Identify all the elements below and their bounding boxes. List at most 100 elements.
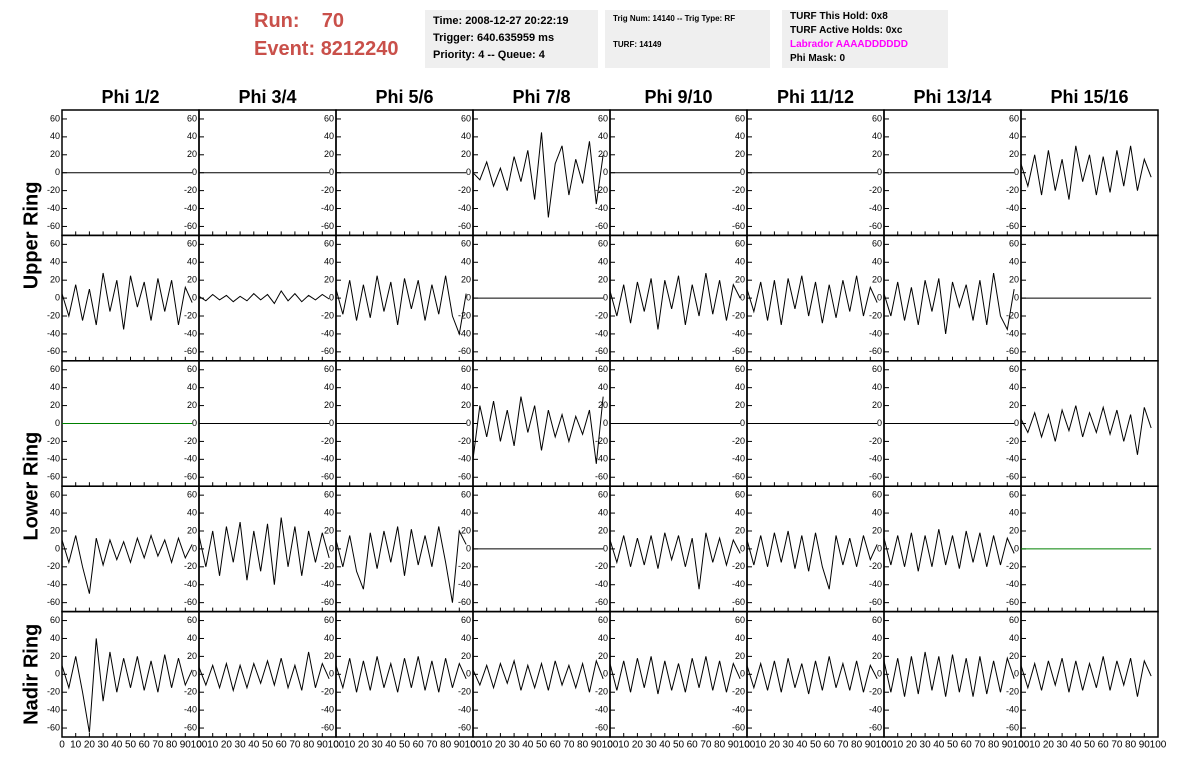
y-tick-label: -40	[869, 203, 882, 213]
y-tick-label: 60	[461, 239, 471, 249]
y-tick-label: -40	[595, 203, 608, 213]
y-tick-label: 20	[324, 149, 334, 159]
y-tick-label: -40	[732, 203, 745, 213]
y-tick-label: -40	[458, 328, 471, 338]
y-tick-label: 0	[192, 167, 197, 177]
waveform	[746, 275, 878, 326]
y-tick-label: -40	[184, 203, 197, 213]
y-tick-label: 60	[735, 239, 745, 249]
x-tick-label: 20	[632, 740, 644, 751]
y-tick-label: 20	[50, 400, 60, 410]
panel-frame	[746, 234, 885, 362]
y-tick-label: 60	[187, 615, 197, 625]
x-tick-label: 50	[673, 740, 685, 751]
y-tick-label: 0	[740, 167, 745, 177]
waveform	[746, 656, 878, 695]
x-tick-label: 90	[454, 740, 466, 751]
y-tick-label: 60	[461, 615, 471, 625]
y-tick-label: 0	[603, 167, 608, 177]
y-tick-label: 40	[461, 507, 471, 517]
x-tick-label: 0	[881, 740, 887, 751]
y-tick-label: -60	[184, 597, 197, 607]
run-value: 70	[321, 10, 345, 32]
y-tick-label: -20	[595, 436, 608, 446]
y-tick-label: -40	[458, 454, 471, 464]
time-box: Time: 2008-12-27 20:22:19 Trigger: 640.6…	[425, 10, 598, 68]
event-value: 8212240	[320, 38, 399, 60]
y-tick-label: 60	[324, 239, 334, 249]
trig-num: Trig Num: 14140 -- Trig Type: RF	[613, 14, 736, 23]
priority: Priority: 4 -- Queue: 4	[433, 49, 545, 61]
x-tick-label: 70	[700, 740, 712, 751]
y-tick-label: -60	[321, 472, 334, 482]
y-tick-label: -60	[321, 597, 334, 607]
y-tick-label: 20	[50, 275, 60, 285]
y-tick-label: 0	[603, 292, 608, 302]
y-tick-label: 60	[461, 364, 471, 374]
y-tick-label: 20	[735, 400, 745, 410]
y-tick-label: 20	[872, 525, 882, 535]
y-tick-label: 0	[603, 669, 608, 679]
x-tick-label: 40	[385, 740, 397, 751]
y-tick-label: -40	[184, 328, 197, 338]
y-tick-label: -60	[184, 472, 197, 482]
phi-mask: Phi Mask: 0	[790, 53, 846, 64]
panel-frame	[198, 610, 337, 738]
x-tick-label: 30	[1057, 740, 1069, 751]
y-tick-label: 40	[50, 507, 60, 517]
y-tick-label: 60	[1009, 490, 1019, 500]
y-tick-label: 20	[872, 275, 882, 285]
y-tick-label: 0	[740, 543, 745, 553]
y-tick-label: -20	[458, 436, 471, 446]
waveform	[335, 275, 467, 336]
y-tick-label: -20	[732, 310, 745, 320]
y-tick-label: 40	[1009, 257, 1019, 267]
y-tick-label: -40	[595, 579, 608, 589]
waveform	[609, 272, 741, 330]
y-tick-label: -20	[1006, 310, 1019, 320]
y-tick-label: 20	[461, 149, 471, 159]
y-tick-label: -40	[184, 705, 197, 715]
y-tick-label: 0	[603, 543, 608, 553]
y-tick-label: -40	[47, 705, 60, 715]
y-tick-label: -60	[869, 472, 882, 482]
x-tick-label: 40	[796, 740, 808, 751]
y-tick-label: 20	[598, 275, 608, 285]
x-tick-label: 10	[344, 740, 356, 751]
y-tick-label: 20	[50, 525, 60, 535]
y-tick-label: -60	[321, 346, 334, 356]
y-tick-label: 40	[1009, 507, 1019, 517]
y-tick-label: -60	[595, 597, 608, 607]
x-tick-label: 10	[892, 740, 904, 751]
y-tick-label: 0	[55, 292, 60, 302]
x-tick-label: 0	[470, 740, 476, 751]
y-tick-label: 60	[324, 615, 334, 625]
y-tick-label: -40	[595, 454, 608, 464]
y-tick-label: -40	[321, 579, 334, 589]
active-holds: TURF Active Holds: 0xc	[790, 25, 903, 36]
y-tick-label: -20	[321, 687, 334, 697]
x-tick-label: 90	[591, 740, 603, 751]
x-tick-label: 20	[1043, 740, 1055, 751]
y-tick-label: -40	[321, 705, 334, 715]
x-tick-label: 40	[1070, 740, 1082, 751]
y-tick-label: 0	[877, 292, 882, 302]
y-tick-label: 0	[466, 543, 471, 553]
panel-frame	[883, 485, 1022, 613]
y-tick-label: 40	[187, 507, 197, 517]
y-tick-label: -20	[869, 687, 882, 697]
y-tick-label: 40	[324, 257, 334, 267]
panel-frame	[746, 610, 885, 738]
y-tick-label: 60	[461, 490, 471, 500]
y-tick-label: 40	[872, 131, 882, 141]
y-tick-label: 40	[461, 131, 471, 141]
x-tick-label: 0	[59, 740, 65, 751]
y-tick-label: 20	[324, 525, 334, 535]
y-tick-label: -20	[321, 561, 334, 571]
y-tick-label: 20	[324, 275, 334, 285]
x-tick-label: 20	[221, 740, 233, 751]
y-tick-label: -40	[1006, 579, 1019, 589]
waveform	[472, 396, 604, 464]
x-tick-label: 40	[248, 740, 260, 751]
y-tick-label: -60	[869, 346, 882, 356]
